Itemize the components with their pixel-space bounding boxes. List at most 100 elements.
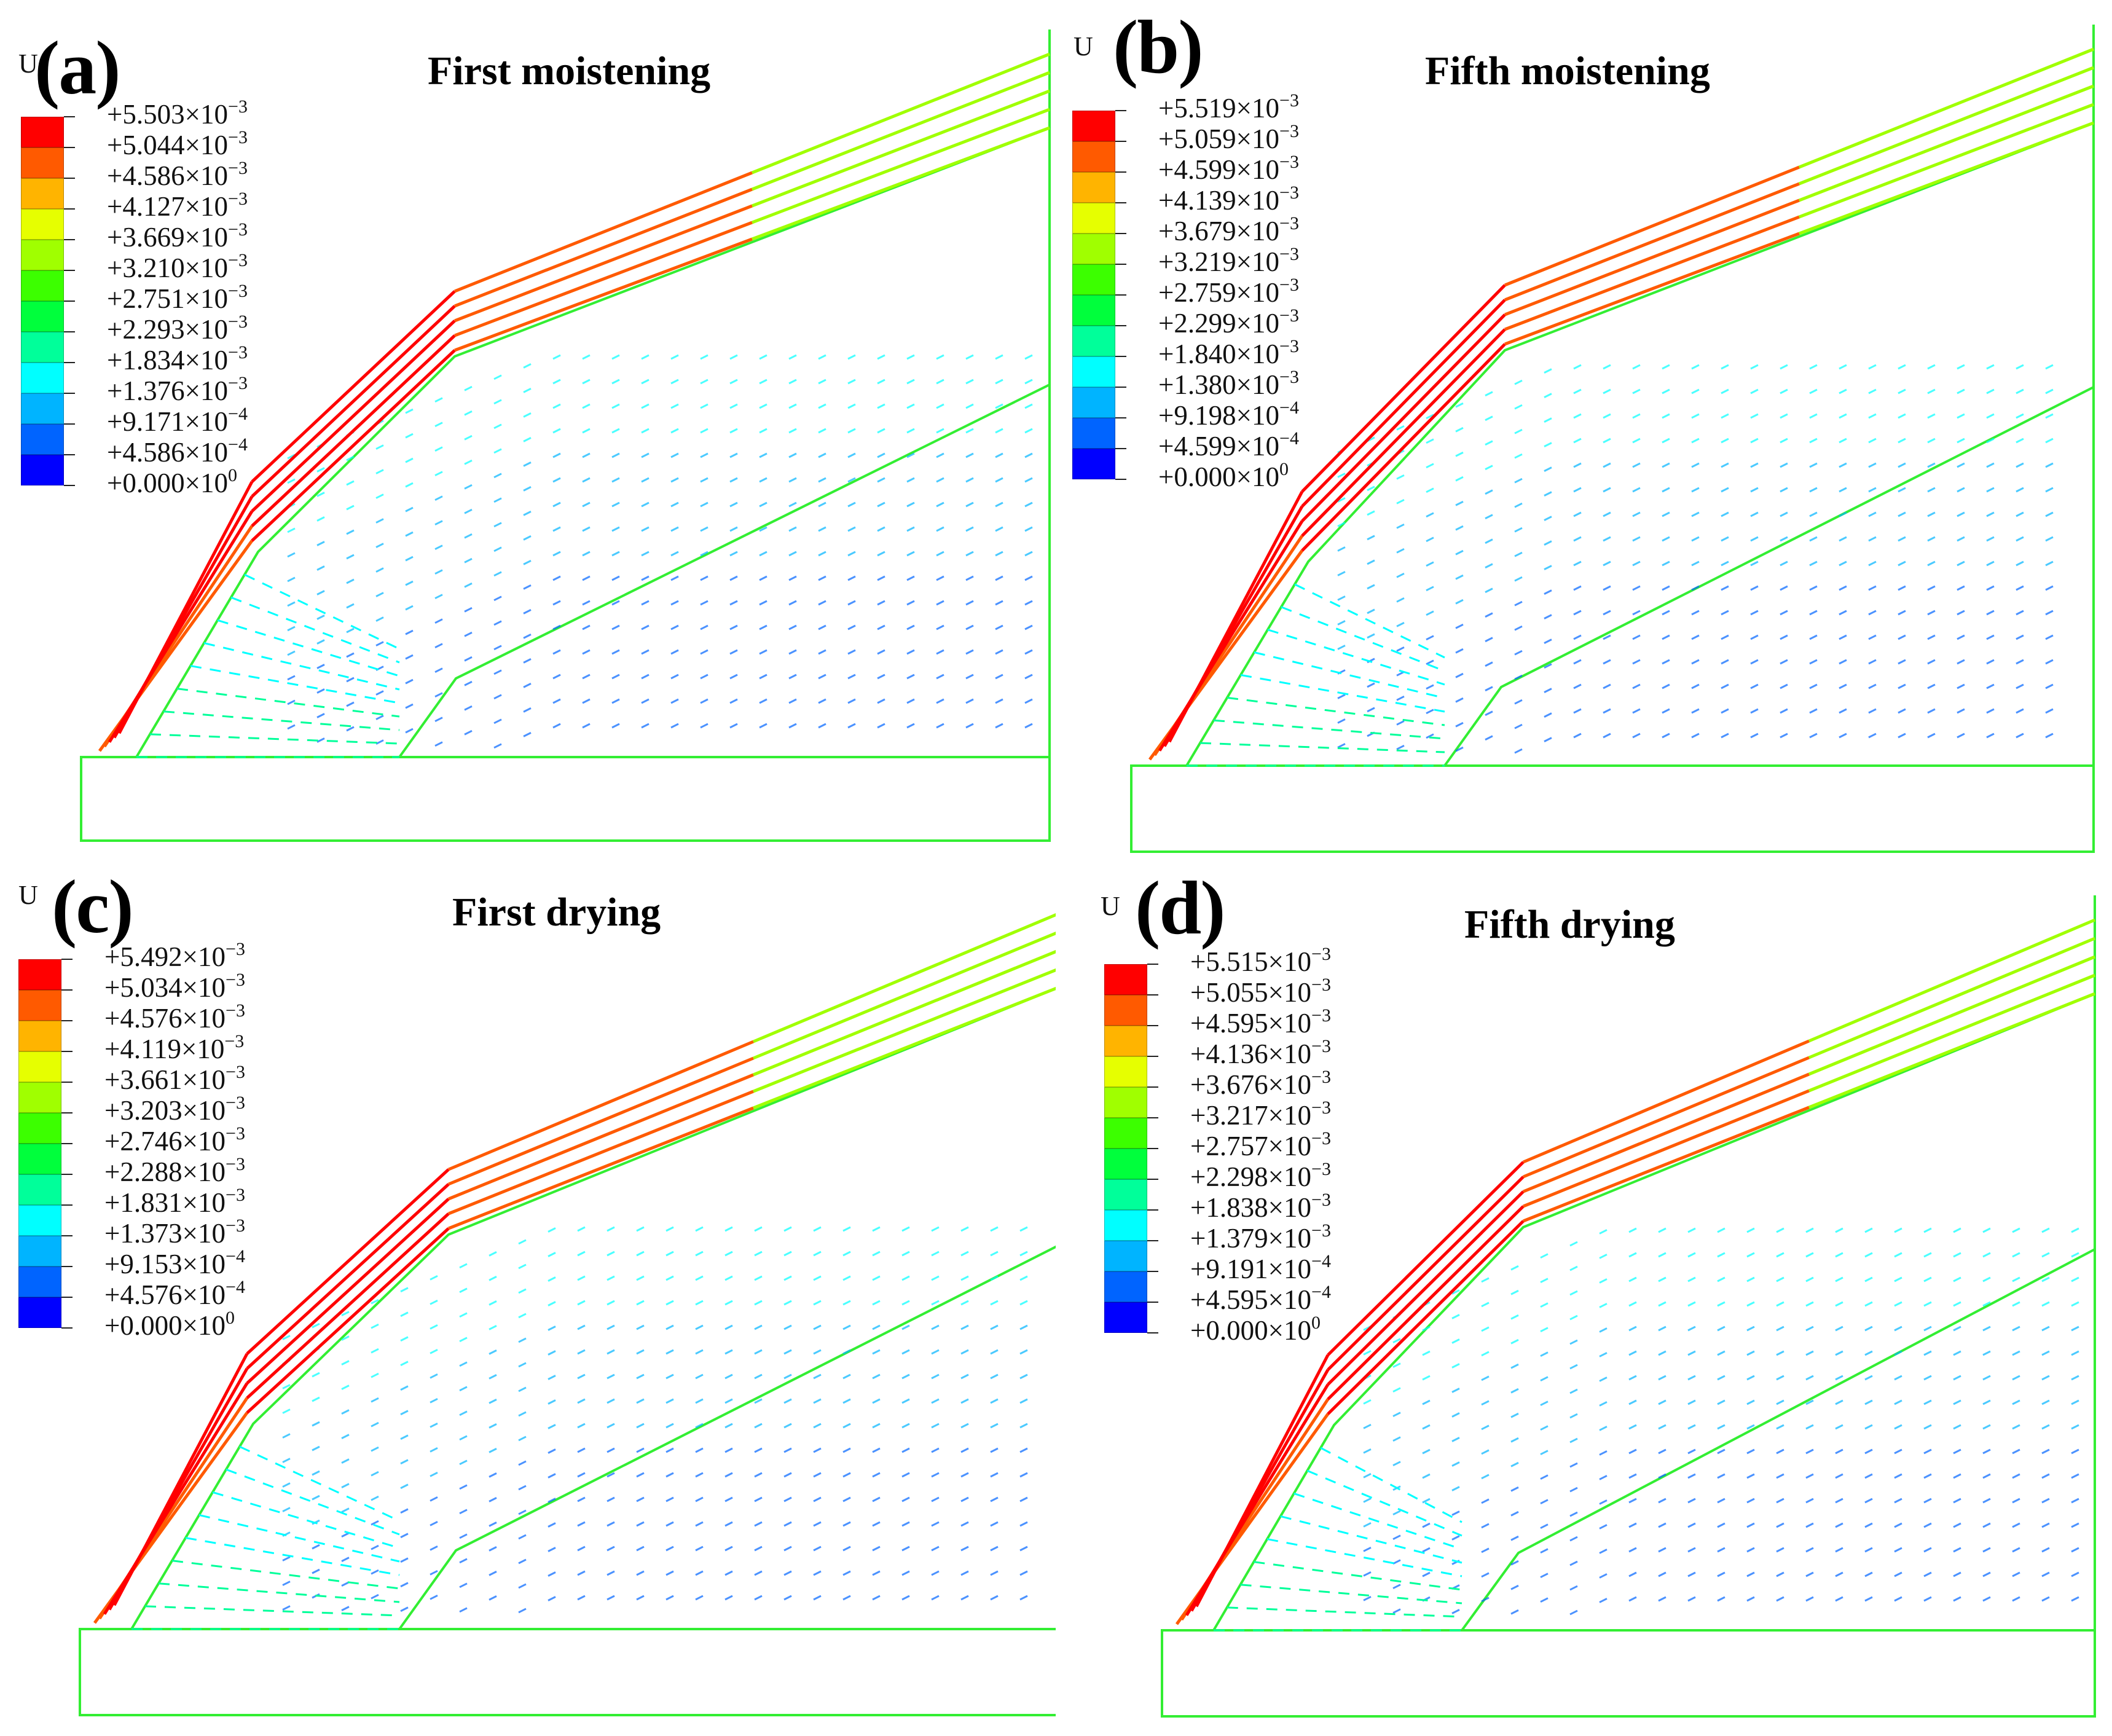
displacement-arrow bbox=[759, 477, 767, 483]
legend-tick bbox=[64, 362, 75, 363]
displacement-arrow bbox=[1024, 674, 1033, 680]
legend-tick bbox=[61, 1204, 73, 1206]
displacement-arrow bbox=[636, 1300, 645, 1306]
displacement-arrow bbox=[1599, 1303, 1608, 1308]
displacement-arrow bbox=[1337, 473, 1346, 478]
displacement-arrow bbox=[1864, 1424, 1873, 1430]
displacement-arrow bbox=[842, 1349, 851, 1355]
surface-layer-top bbox=[1799, 66, 2094, 186]
displacement-arrow bbox=[1599, 1377, 1608, 1382]
displacement-arrow bbox=[1982, 1596, 1991, 1602]
displacement-arrow bbox=[1750, 732, 1759, 739]
displacement-arrow bbox=[1628, 1498, 1637, 1504]
displacement-arrow bbox=[1982, 1424, 1991, 1430]
displacement-arrow bbox=[1599, 1450, 1608, 1456]
displacement-arrow bbox=[1573, 634, 1582, 640]
displacement-arrow bbox=[847, 698, 856, 704]
displacement-arrow bbox=[2041, 1350, 2050, 1356]
legend-swatch bbox=[1072, 418, 1115, 449]
displacement-arrow bbox=[523, 486, 532, 492]
displacement-arrow bbox=[577, 1349, 586, 1355]
displacement-arrow bbox=[1510, 1314, 1519, 1320]
displacement-arrow bbox=[847, 477, 856, 483]
displacement-arrow bbox=[1658, 1596, 1666, 1602]
displacement-arrow bbox=[995, 428, 1003, 434]
displacement-arrow bbox=[1337, 595, 1346, 601]
displacement-arrow bbox=[1805, 1522, 1814, 1528]
slope-model-d bbox=[1161, 895, 2096, 1718]
displacement-arrow bbox=[931, 1546, 940, 1552]
displacement-arrow bbox=[2016, 708, 2024, 714]
displacement-arrow bbox=[1809, 511, 1818, 517]
displacement-arrow bbox=[577, 1324, 586, 1330]
displacement-arrow bbox=[493, 448, 502, 454]
displacement-arrow bbox=[371, 1544, 379, 1550]
surface-layer-upper bbox=[454, 237, 753, 352]
legend-tick bbox=[64, 454, 75, 455]
displacement-arrow bbox=[312, 1494, 320, 1501]
displacement-arrow bbox=[400, 1459, 409, 1465]
displacement-arrow bbox=[695, 1300, 704, 1306]
legend-swatch bbox=[1072, 172, 1115, 203]
displacement-arrow bbox=[1746, 1326, 1755, 1332]
legend-tick bbox=[64, 208, 75, 210]
displacement-arrow bbox=[1544, 540, 1552, 546]
displacement-arrow bbox=[1599, 1499, 1608, 1505]
displacement-arrow bbox=[1957, 708, 1965, 714]
displacement-arrow bbox=[990, 1447, 999, 1453]
displacement-arrow-row bbox=[1320, 1447, 1462, 1523]
displacement-arrow bbox=[931, 1275, 940, 1281]
displacement-arrow bbox=[813, 1398, 822, 1404]
displacement-arrow bbox=[813, 1373, 822, 1380]
legend-swatch bbox=[1104, 1302, 1147, 1333]
displacement-arrow bbox=[1024, 452, 1033, 458]
displacement-arrow bbox=[847, 403, 856, 409]
displacement-arrow bbox=[783, 1251, 792, 1257]
displacement-arrow bbox=[1485, 661, 1493, 667]
displacement-arrow bbox=[1396, 720, 1405, 726]
displacement-arrow bbox=[582, 575, 591, 581]
displacement-arrow bbox=[375, 592, 384, 597]
legend-swatch bbox=[21, 209, 64, 240]
displacement-arrow bbox=[1426, 487, 1434, 493]
displacement-arrow bbox=[489, 1472, 497, 1478]
displacement-arrow bbox=[877, 452, 885, 458]
legend-value: +4.136×10−3 bbox=[1190, 1036, 1331, 1069]
displacement-arrow bbox=[582, 674, 591, 680]
displacement-arrow bbox=[1569, 1241, 1578, 1247]
legend-value: +4.127×10−3 bbox=[107, 189, 248, 222]
displacement-arrow bbox=[405, 506, 414, 513]
displacement-arrow bbox=[1599, 1352, 1608, 1357]
displacement-arrow bbox=[960, 1496, 969, 1502]
displacement-arrow bbox=[1839, 610, 1847, 616]
displacement-arrow bbox=[346, 701, 355, 707]
displacement-arrow bbox=[1510, 1510, 1519, 1517]
displacement-arrow bbox=[1481, 1351, 1490, 1357]
displacement-arrow bbox=[729, 379, 738, 385]
surface-layer-upper bbox=[448, 1040, 754, 1171]
surface-layer-top bbox=[1808, 992, 2095, 1109]
displacement-arrow bbox=[1426, 610, 1434, 616]
displacement-arrow bbox=[1573, 683, 1582, 689]
displacement-arrow bbox=[813, 1324, 822, 1330]
surface-layer-face bbox=[251, 305, 456, 498]
displacement-arrow bbox=[1367, 485, 1375, 492]
displacement-arrow bbox=[1986, 634, 1995, 640]
displacement-arrow bbox=[1451, 1510, 1460, 1516]
displacement-arrow bbox=[430, 1397, 438, 1404]
displacement-arrow bbox=[906, 428, 915, 434]
displacement-arrow bbox=[1986, 438, 1995, 444]
legend-swatch bbox=[1072, 111, 1115, 141]
displacement-arrow bbox=[665, 1324, 674, 1330]
displacement-arrow bbox=[700, 600, 709, 606]
displacement-arrow bbox=[1451, 1338, 1460, 1344]
surface-layer-top bbox=[753, 913, 1056, 1043]
displacement-arrow bbox=[1835, 1399, 1843, 1405]
surface-layer-top bbox=[1808, 955, 2095, 1076]
displacement-arrow bbox=[287, 601, 296, 607]
legend-swatch bbox=[1104, 1271, 1147, 1302]
core-outline bbox=[1185, 122, 2094, 767]
displacement-arrow bbox=[548, 1473, 556, 1479]
displacement-arrow bbox=[1894, 1596, 1902, 1602]
legend-swatch bbox=[21, 424, 64, 455]
